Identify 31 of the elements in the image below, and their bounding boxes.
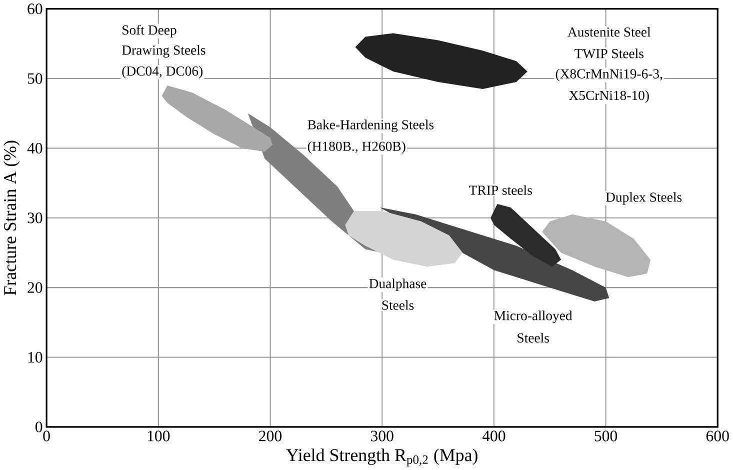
x-tick-label: 400	[482, 430, 506, 442]
y-tick-label: 50	[28, 73, 42, 84]
x-tick-label: 600	[706, 430, 729, 442]
x-tick-label: 300	[370, 430, 394, 442]
x-tick-label: 200	[259, 430, 282, 442]
y-tick-label: 0	[36, 422, 42, 432]
annotation: Austenite Steel	[568, 27, 651, 37]
annotation: (H180B., H260B)	[308, 141, 406, 154]
annotation: Duplex Steels	[606, 192, 682, 205]
y-tick-label: 60	[28, 4, 42, 14]
annotation: X5CrNi18-10)	[569, 90, 649, 103]
annotation: TWIP Steels	[574, 48, 644, 58]
y-tick-label: 10	[28, 352, 42, 363]
annotation: Steels	[518, 332, 549, 343]
annotation: Drawing Steels	[122, 45, 206, 58]
y-tick-label: 20	[28, 282, 42, 293]
y-tick-label: 30	[28, 212, 42, 224]
y-tick-label: 40	[27, 142, 42, 154]
annotation: Soft Deep	[122, 24, 176, 38]
x-tick-label: 0	[43, 430, 50, 442]
annotation: (X8CrMnNi19-6-3,	[556, 68, 662, 82]
x-tick-label: 500	[594, 430, 618, 442]
y-axis-title: Fracture Strain A (%)	[4, 140, 20, 296]
annotation: (DC04, DC06)	[122, 66, 203, 78]
annotation: Dualphase	[369, 278, 426, 292]
x-axis-title: Yield Strength R$_{p0,2}$ (Mpa)	[286, 448, 478, 466]
annotation: Bake-Hardening Steels	[308, 120, 434, 132]
annotation: Micro-alloyed	[494, 310, 572, 324]
annotation: TRIP steels	[469, 185, 532, 195]
annotation: Steels	[382, 300, 414, 310]
x-tick-label: 100	[148, 430, 170, 442]
